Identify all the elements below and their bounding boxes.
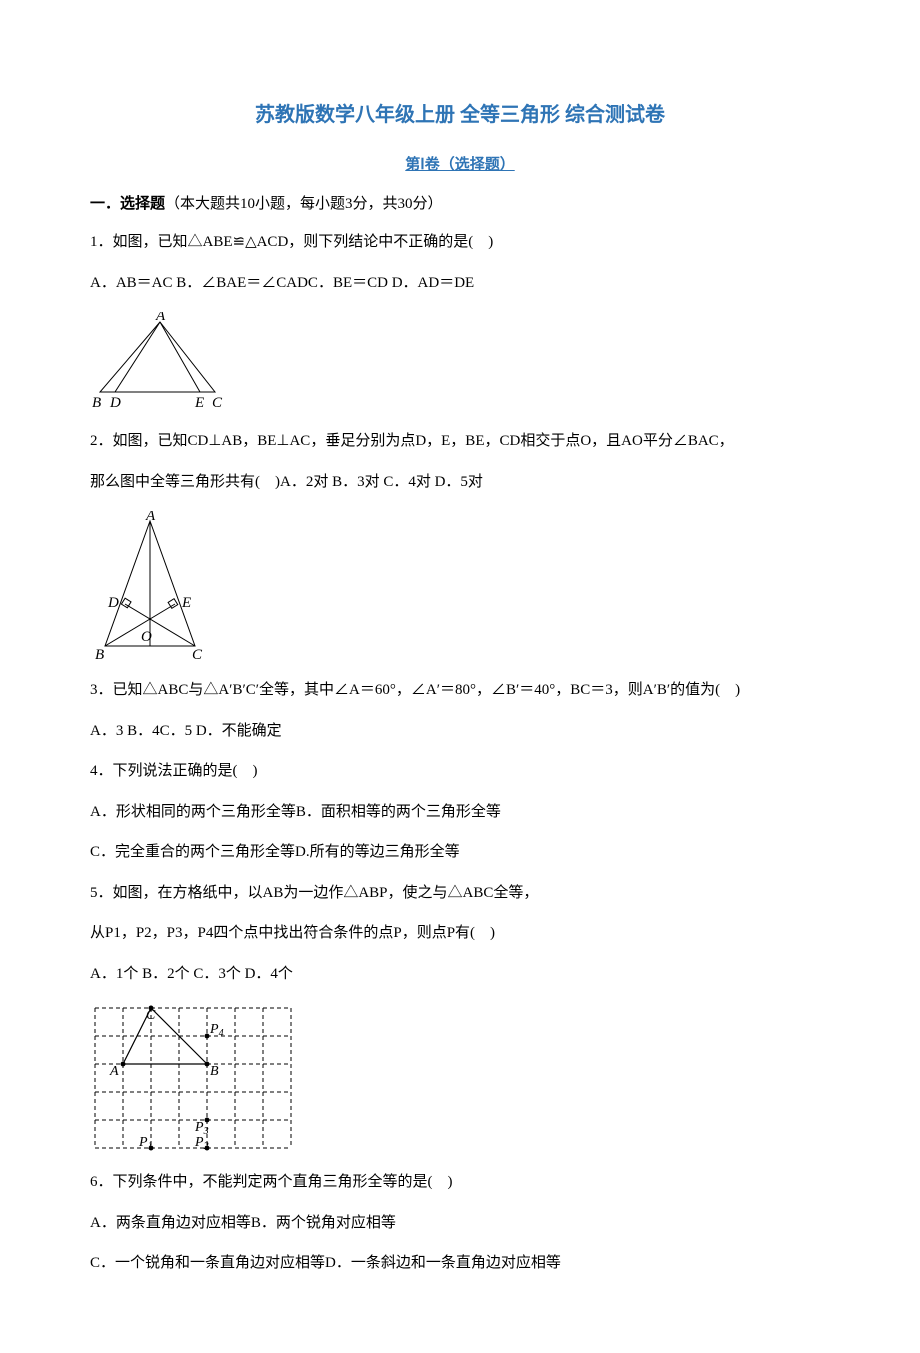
q2-line1: 2．如图，已知CD⊥AB，BE⊥AC，垂足分别为点D，E，BE，CD相交于点O，… bbox=[90, 430, 830, 453]
q1-text: 1．如图，已知△ABE≌△ACD，则下列结论中不正确的是( ) bbox=[90, 231, 830, 254]
q6-text: 6．下列条件中，不能判定两个直角三角形全等的是( ) bbox=[90, 1171, 830, 1194]
label-B5: B bbox=[210, 1064, 219, 1079]
label-P4: P4 bbox=[209, 1022, 224, 1039]
label-E2: E bbox=[181, 595, 191, 611]
q4-options1: A．形状相同的两个三角形全等B．面积相等的两个三角形全等 bbox=[90, 801, 830, 824]
section-subtitle: 第Ⅰ卷（选择题） bbox=[90, 154, 830, 177]
q1-options: A．AB＝AC B．∠BAE＝∠CADC．BE＝CD D．AD＝DE bbox=[90, 272, 830, 295]
label-A2: A bbox=[145, 511, 156, 524]
label-D2: D bbox=[107, 595, 119, 611]
q2-line2: 那么图中全等三角形共有( )A．2对 B．3对 C．4对 D．5对 bbox=[90, 471, 830, 494]
label-P2: P2 bbox=[194, 1135, 209, 1152]
q3-text: 3．已知△ABC与△A′B′C′全等，其中∠A＝60°，∠A′＝80°，∠B′＝… bbox=[90, 679, 830, 702]
label-A5: A bbox=[109, 1064, 119, 1079]
q4-options2: C．完全重合的两个三角形全等D.所有的等边三角形全等 bbox=[90, 841, 830, 864]
q3-options: A．3 B．4C．5 D．不能确定 bbox=[90, 720, 830, 743]
q6-options1: A．两条直角边对应相等B．两个锐角对应相等 bbox=[90, 1212, 830, 1235]
label-O2: O bbox=[141, 629, 152, 645]
q6-options2: C．一个锐角和一条直角边对应相等D．一条斜边和一条直角边对应相等 bbox=[90, 1252, 830, 1275]
label-D: D bbox=[109, 395, 121, 411]
section-heading: 一．选择题（本大题共10小题，每小题3分，共30分） bbox=[90, 193, 830, 216]
label-C: C bbox=[212, 395, 223, 411]
q5-options: A．1个 B．2个 C．3个 D．4个 bbox=[90, 963, 830, 986]
label-A: A bbox=[155, 312, 166, 324]
label-B: B bbox=[92, 395, 101, 411]
label-P1: P1 bbox=[138, 1135, 153, 1152]
label-E: E bbox=[194, 395, 204, 411]
q2-figure: A D E O B C bbox=[90, 511, 830, 661]
label-C2: C bbox=[192, 647, 203, 661]
q5-figure: A B C P4 P1 P2 P3 bbox=[90, 1003, 830, 1153]
label-C5: C bbox=[146, 1008, 156, 1023]
q5-line1: 5．如图，在方格纸中，以AB为一边作△ABP，使之与△ABC全等， bbox=[90, 882, 830, 905]
page-title: 苏教版数学八年级上册 全等三角形 综合测试卷 bbox=[90, 100, 830, 130]
q1-figure: A B D E C bbox=[90, 312, 830, 412]
label-B2: B bbox=[95, 647, 104, 661]
section-label: 一．选择题 bbox=[90, 196, 165, 212]
q5-line2: 从P1，P2，P3，P4四个点中找出符合条件的点P，则点P有( ) bbox=[90, 922, 830, 945]
section-desc: （本大题共10小题，每小题3分，共30分） bbox=[165, 196, 443, 212]
label-P3: P3 bbox=[194, 1120, 209, 1137]
q4-text: 4．下列说法正确的是( ) bbox=[90, 760, 830, 783]
